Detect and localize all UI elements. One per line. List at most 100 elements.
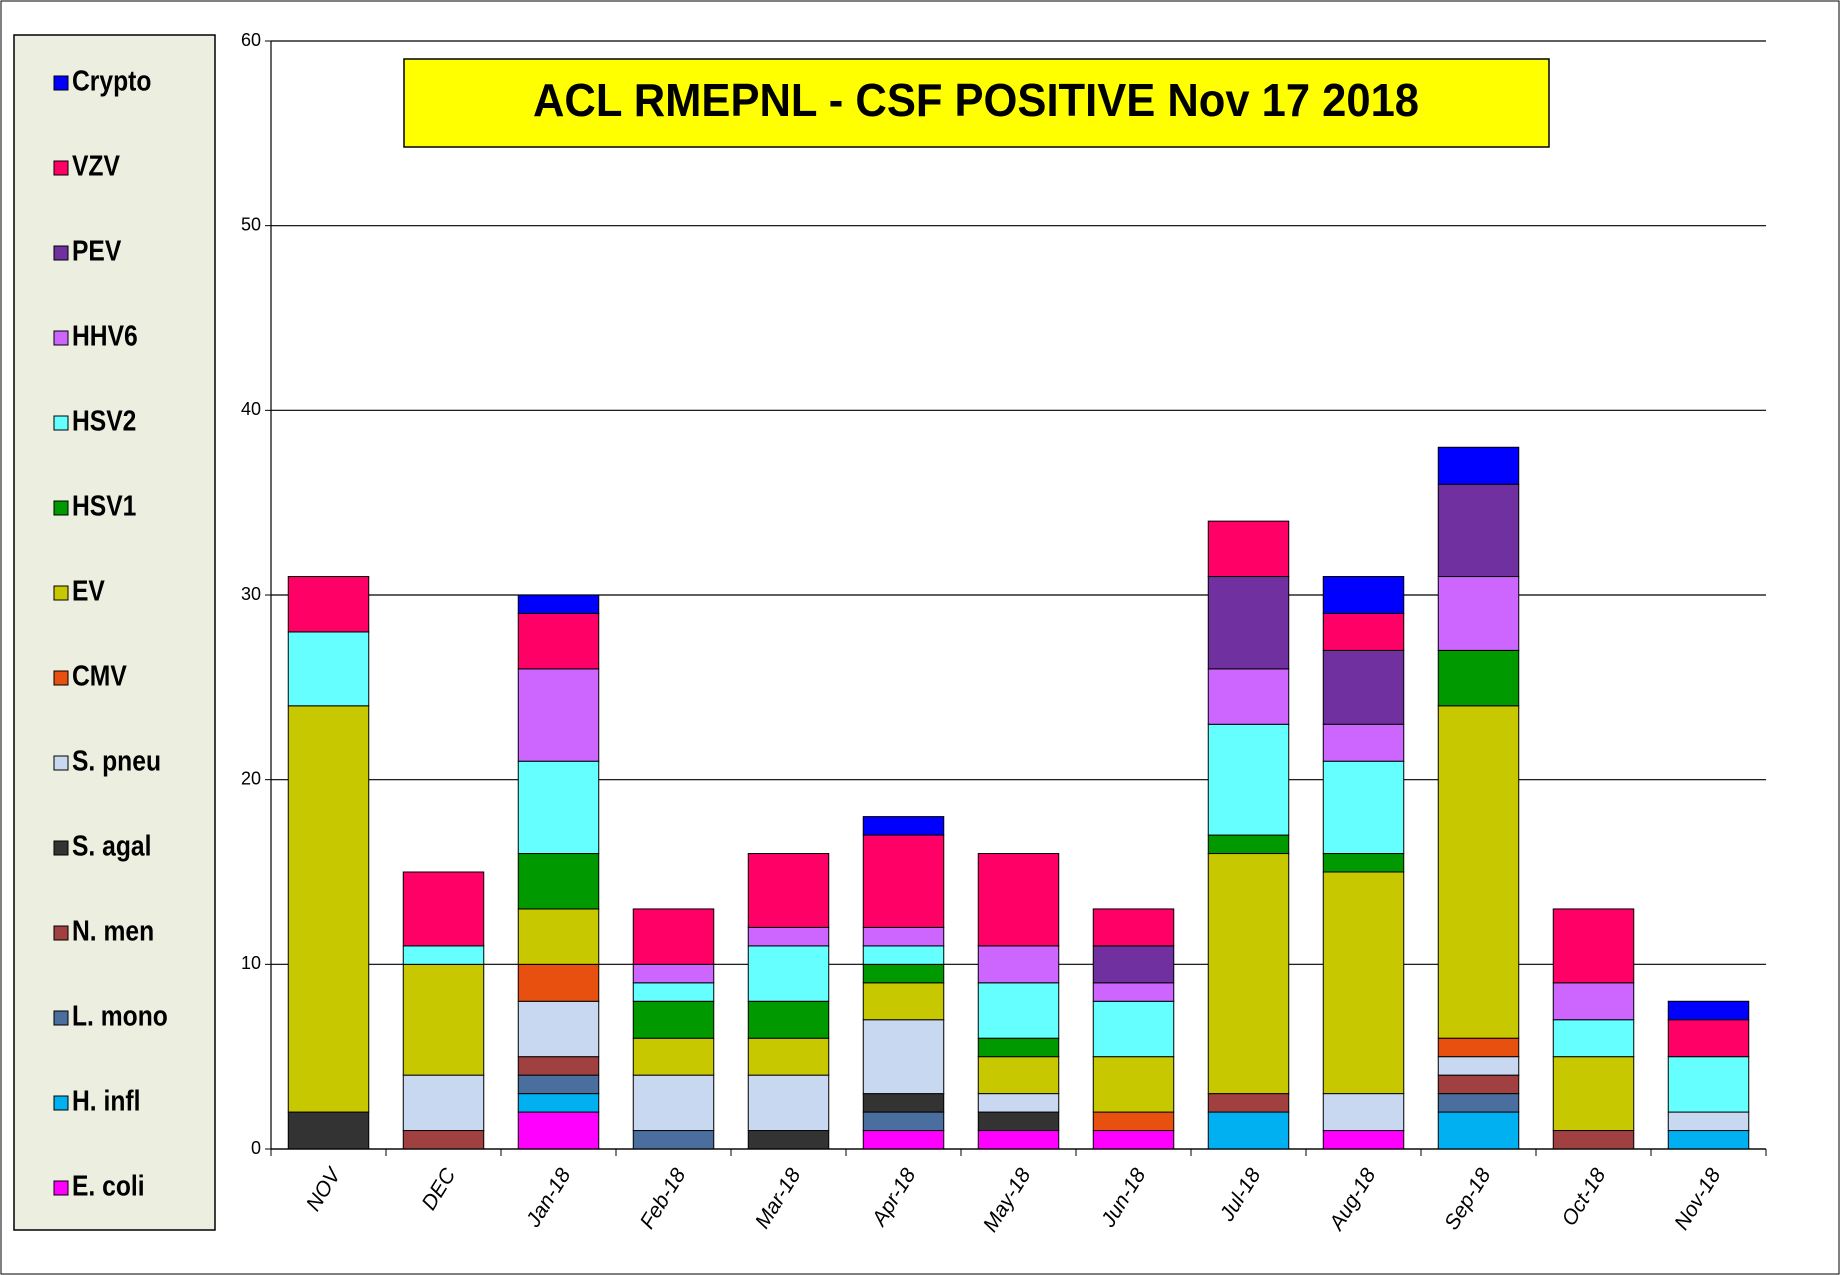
legend-swatch [53,1010,69,1026]
bar-segment [1322,576,1405,614]
bar-segment [862,1019,945,1095]
legend-swatch [53,500,69,516]
bar-segment [747,1074,830,1132]
legend-swatch [53,160,69,176]
bar-segment [977,1111,1060,1132]
bar-segment [402,945,485,965]
bar-segment [517,594,600,614]
bar-segment [977,853,1060,947]
bar-segment [517,1074,600,1095]
bar-segment [1437,1037,1520,1058]
bar-segment [1207,520,1290,578]
bar-segment [977,1037,1060,1058]
bar-segment [977,982,1060,1039]
bar-segment [1207,668,1290,725]
bar-segment [402,1130,485,1150]
bar-segment [1667,1056,1750,1113]
legend-label: L. mono [72,1000,168,1032]
bar-segment [862,1093,945,1113]
legend-swatch [53,245,69,261]
bar-segment [862,816,945,836]
bar-segment [1322,723,1405,762]
bar-segment [1207,1093,1290,1113]
bar-segment [977,1056,1060,1095]
y-tick-label: 60 [241,30,261,50]
legend-label: H. infl [72,1085,140,1117]
bar-segment [862,945,945,965]
legend-label: HSV2 [72,405,136,437]
bar-segment [632,982,715,1002]
bar-segment [862,834,945,928]
bar-segment [1667,1111,1750,1132]
bar-segment [1322,1130,1405,1150]
bar-segment [1437,576,1520,651]
y-tick-label: 10 [241,953,261,973]
bar-segment [1437,1093,1520,1113]
bar-segment [1437,446,1520,485]
bar-segment [287,705,370,1113]
chart-title: ACL RMEPNL - CSF POSITIVE Nov 17 2018 [533,74,1419,126]
bar-segment [1552,1130,1635,1150]
bar-segment [1207,576,1290,670]
legend-swatch [53,75,69,91]
legend-swatch [53,1095,69,1111]
bar-segment [517,853,600,910]
bar-segment [1322,760,1405,855]
legend-label: PEV [72,235,121,267]
bar-segment [287,576,370,633]
y-tick-label: 30 [241,584,261,604]
bar-segment [632,1000,715,1039]
bar-segment [1092,1111,1175,1132]
bar-segment [1207,834,1290,855]
legend-label: HHV6 [72,320,138,352]
y-tick-label: 0 [251,1138,261,1158]
bar-segment [1552,1056,1635,1132]
bar-segment [1322,1093,1405,1132]
bar-segment [517,1056,600,1076]
bar-segment [1667,1000,1750,1021]
bar-segment [632,908,715,965]
bar-segment [1207,1111,1290,1150]
bar-segment [747,1000,830,1039]
bar-segment [287,631,370,707]
bar-segment [1092,1056,1175,1113]
title-box [403,58,1550,148]
legend-label: Crypto [72,65,151,97]
bar-segment [632,963,715,984]
bar-segment [1322,853,1405,873]
legend-label: EV [72,575,105,607]
bar-segment [747,945,830,1002]
bar-segment [402,1074,485,1132]
legend-swatch [53,755,69,771]
legend-label: N. men [72,915,154,947]
legend-label: S. agal [72,830,151,862]
y-tick-label: 50 [241,214,261,234]
bar-segment [862,926,945,947]
bar-segment [977,1093,1060,1113]
bar-segment [1552,982,1635,1021]
bar-segment [862,963,945,984]
bar-segment [977,1130,1060,1150]
legend-swatch [53,415,69,431]
legend-swatch [53,585,69,601]
bar-segment [517,1000,600,1058]
bar-segment [1437,1074,1520,1095]
bar-segment [1207,853,1290,1095]
bar-segment [1092,1130,1175,1150]
bar-segment [517,1093,600,1113]
bar-segment [517,612,600,670]
bar-segment [1437,705,1520,1039]
y-tick-label: 40 [241,399,261,419]
legend-box [13,34,216,1231]
bar-segment [747,926,830,947]
bar-segment [1207,723,1290,836]
bar-segment [1437,649,1520,707]
bar-segment [632,1130,715,1150]
bar-segment [862,982,945,1021]
bar-segment [1092,982,1175,1002]
bar-segment [1552,908,1635,984]
legend-swatch [53,330,69,346]
bar-segment [1437,483,1520,578]
bar-segment [862,1130,945,1150]
bar-segment [1437,1111,1520,1150]
